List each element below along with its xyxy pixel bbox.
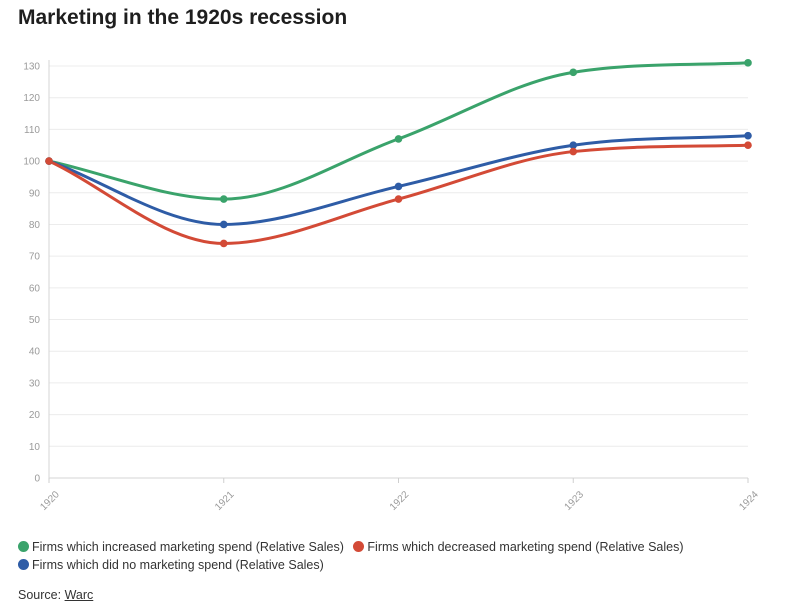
x-axis-ticks: 1920 1921 1922 1923 1924 [38, 478, 761, 513]
source-link[interactable]: Warc [64, 588, 94, 602]
data-point-no-marketing-1924[interactable] [744, 131, 752, 140]
chart-title: Marketing in the 1920s recession [18, 6, 348, 29]
data-point-decreased-1922[interactable] [394, 195, 403, 203]
y-tick-label: 110 [24, 125, 40, 136]
legend-item-increased[interactable]: Firms which increased marketing spend (R… [18, 538, 344, 556]
x-tick-label: 1920 [38, 489, 62, 513]
y-tick-label: 40 [29, 347, 41, 358]
y-tick-label: 70 [29, 252, 41, 263]
legend-label-no-marketing: Firms which did no marketing spend (Rela… [32, 558, 324, 572]
legend-item-no-marketing[interactable]: Firms which did no marketing spend (Rela… [18, 556, 324, 574]
legend-label-decreased: Firms which decreased marketing spend (R… [367, 540, 684, 554]
y-tick-label: 80 [29, 220, 41, 231]
data-point-increased-1923[interactable] [569, 68, 578, 77]
data-point-decreased-1921[interactable] [219, 239, 228, 248]
x-tick-label: 1924 [737, 489, 761, 513]
x-tick-label: 1923 [563, 489, 587, 513]
y-axis-ticks: 0 10 20 30 40 50 60 70 80 90 100 110 120 130 [23, 62, 40, 485]
x-tick-label: 1922 [388, 489, 412, 513]
y-tick-label: 50 [29, 315, 41, 326]
legend-label-increased: Firms which increased marketing spend (R… [32, 540, 344, 554]
source-label: Source: [18, 588, 62, 602]
data-point-no-marketing-1922[interactable] [394, 182, 403, 191]
data-point-increased-1922[interactable] [394, 135, 403, 143]
y-tick-label: 120 [23, 93, 40, 104]
y-tick-label: 100 [23, 157, 40, 168]
y-tick-label: 60 [29, 283, 41, 294]
data-point-increased-1924[interactable] [744, 59, 752, 67]
y-tick-label: 10 [29, 442, 41, 453]
legend: Firms which increased marketing spend (R… [18, 538, 788, 574]
data-point-decreased-1924[interactable] [744, 141, 752, 150]
legend-item-decreased[interactable]: Firms which decreased marketing spend (R… [353, 538, 684, 556]
legend-swatch-no-marketing [18, 559, 29, 570]
series-line-no-marketing [47, 134, 750, 226]
data-point-no-marketing-1923[interactable] [569, 141, 578, 150]
y-tick-label: 30 [29, 378, 41, 389]
data-point-decreased-1920[interactable] [45, 157, 53, 165]
data-point-no-marketing-1921[interactable] [219, 220, 228, 229]
legend-swatch-decreased [353, 541, 365, 552]
source-note: Source: Warc [18, 588, 93, 602]
series-points [45, 59, 752, 248]
series-line-increased [47, 61, 750, 201]
legend-swatch-increased [18, 541, 29, 552]
gridlines [48, 60, 748, 479]
line-chart: 0 10 20 30 40 50 60 70 80 90 100 110 120 130 1920 1921… [23, 59, 761, 513]
data-point-increased-1921[interactable] [219, 195, 228, 203]
y-tick-label: 90 [29, 188, 41, 199]
y-tick-label: 20 [29, 410, 41, 421]
y-tick-label: 0 [34, 474, 40, 485]
x-tick-label: 1921 [213, 489, 237, 513]
series-lines [47, 61, 750, 245]
data-point-decreased-1923[interactable] [569, 147, 578, 156]
y-tick-label: 130 [23, 62, 40, 73]
series-line-decreased [47, 143, 750, 245]
